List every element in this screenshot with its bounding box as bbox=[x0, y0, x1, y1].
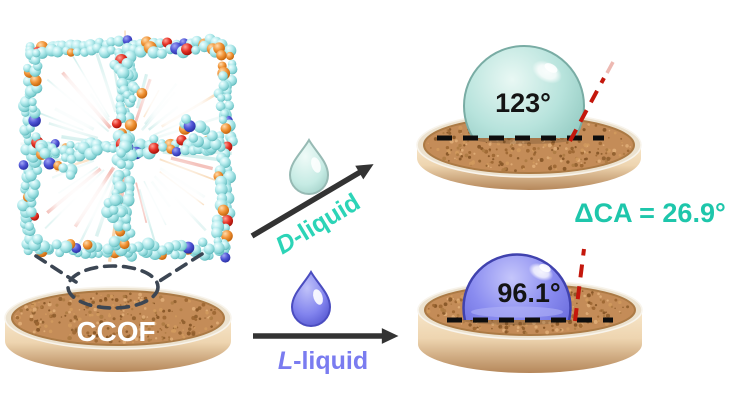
l-liquid-label: L-liquid bbox=[278, 347, 368, 375]
d-tangent-dash-faint bbox=[605, 61, 615, 74]
ccof-molecule-graphic bbox=[17, 30, 238, 263]
d-contact-angle-value: 123° bbox=[495, 88, 551, 118]
l-contact-angle-value: 96.1° bbox=[497, 278, 560, 308]
d-liquid-droplet-icon bbox=[288, 138, 330, 195]
l-liquid-suffix: -liquid bbox=[293, 347, 368, 375]
d-liquid-arrow bbox=[250, 164, 374, 239]
delta-ca-label: ΔCA = 26.9° bbox=[574, 198, 726, 228]
l-tangent-dash-red bbox=[573, 248, 586, 322]
zoom-indicator-dashes bbox=[34, 252, 204, 310]
d-tangent-dash-red bbox=[568, 77, 606, 142]
d-liquid-suffix: -liquid bbox=[286, 188, 365, 251]
ccof-label: CCOF bbox=[76, 316, 155, 347]
atom-spheres bbox=[17, 33, 238, 263]
l-droplet-on-surface bbox=[462, 253, 572, 320]
zoom-dash-left bbox=[34, 254, 78, 284]
d-droplet-on-surface bbox=[463, 45, 585, 138]
zoom-dash-right bbox=[156, 252, 204, 284]
l-liquid-droplet-icon bbox=[290, 270, 332, 327]
zoom-dash-ellipse bbox=[66, 264, 160, 310]
starburst-glow bbox=[38, 58, 218, 236]
l-liquid-prefix: L bbox=[278, 347, 293, 375]
ccof-substrate-disk bbox=[4, 286, 232, 372]
